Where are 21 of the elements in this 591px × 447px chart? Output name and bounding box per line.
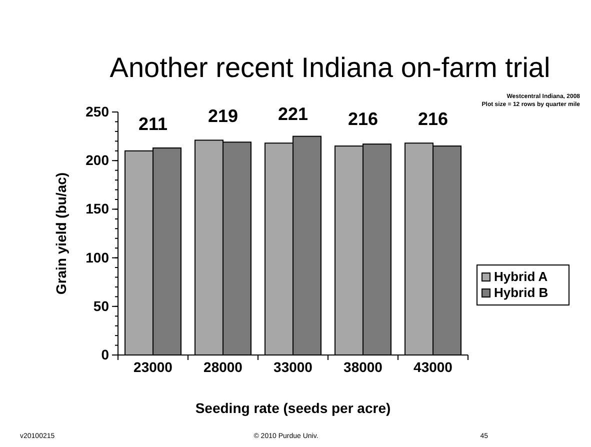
annotation: 216 bbox=[418, 109, 448, 130]
x-tick-label: 23000 bbox=[134, 359, 173, 375]
y-tick-label: 50 bbox=[93, 298, 110, 314]
y-tick-label: 100 bbox=[86, 249, 110, 266]
x-axis-title: Seeding rate (seeds per acre) bbox=[195, 400, 391, 416]
legend-label: Hybrid A bbox=[494, 269, 548, 284]
legend-label: Hybrid B bbox=[494, 285, 548, 300]
y-tick-label: 150 bbox=[86, 200, 110, 217]
y-tick-label: 250 bbox=[86, 103, 110, 120]
annotation: 211 bbox=[138, 114, 168, 134]
chart-title: Another recent Indiana on-farm trial bbox=[110, 52, 550, 83]
x-tick-label: 28000 bbox=[204, 359, 243, 375]
y-tick-label: 200 bbox=[86, 152, 110, 168]
x-tick-label: 33000 bbox=[274, 359, 313, 375]
y-tick-label: 0 bbox=[101, 346, 110, 362]
x-tick-label: 43000 bbox=[414, 359, 453, 375]
annotation: 216 bbox=[348, 109, 378, 130]
annotation: 221 bbox=[278, 104, 308, 124]
y-axis-title: Grain yield (bu/ac) bbox=[53, 172, 69, 295]
annotation: 219 bbox=[208, 106, 238, 126]
x-tick-label: 38000 bbox=[344, 359, 383, 375]
